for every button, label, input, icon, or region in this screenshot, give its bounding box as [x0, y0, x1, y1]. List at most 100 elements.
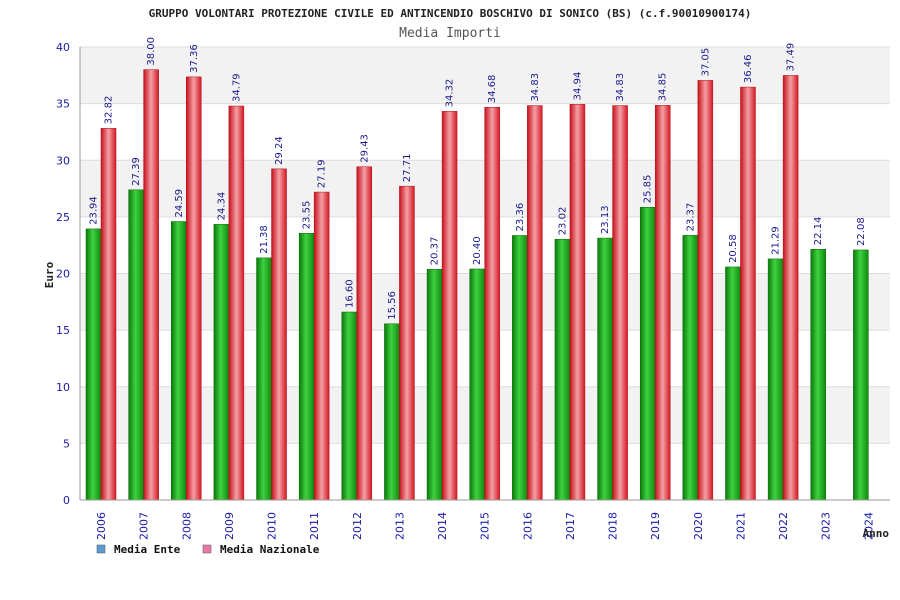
- x-tick-label-2021: 2021: [734, 512, 747, 540]
- bar-media-ente-2018: [597, 237, 613, 501]
- x-tick-label-2015: 2015: [479, 512, 492, 540]
- bar-media-nazionale-2014: [441, 111, 458, 501]
- bar-media-nazionale-2022: [782, 75, 799, 501]
- value-label-media-nazionale-2012: 29.43: [359, 134, 370, 163]
- legend-label-media-ente: Media Ente: [114, 543, 181, 556]
- x-tick-label-2023: 2023: [820, 512, 833, 540]
- bar-media-ente-2008: [171, 221, 187, 501]
- chart-subtitle: Media Importi: [399, 26, 501, 41]
- bar-media-nazionale-2019: [654, 105, 671, 501]
- bar-media-nazionale-2007: [143, 69, 159, 501]
- value-label-media-nazionale-2006: 32.82: [104, 96, 115, 125]
- bar-media-ente-2006: [85, 228, 102, 501]
- bar-media-ente-2020: [682, 235, 699, 501]
- value-label-media-nazionale-2014: 34.32: [445, 79, 456, 108]
- x-tick-label-2013: 2013: [393, 512, 406, 540]
- bar-media-ente-2019: [639, 206, 656, 501]
- value-label-media-nazionale-2011: 27.19: [317, 159, 328, 188]
- bar-media-ente-2012: [341, 311, 358, 501]
- chart-title: GRUPPO VOLONTARI PROTEZIONE CIVILE ED AN…: [149, 7, 752, 20]
- bar-media-nazionale-2013: [399, 185, 415, 501]
- value-label-media-ente-2009: 24.34: [216, 192, 227, 221]
- bar-media-nazionale-2018: [612, 105, 628, 501]
- value-label-media-nazionale-2019: 34.85: [658, 73, 669, 102]
- bar-media-ente-2022: [767, 258, 784, 501]
- bar-media-nazionale-2021: [740, 86, 756, 501]
- value-label-media-nazionale-2021: 36.46: [743, 54, 754, 83]
- value-label-media-ente-2024: 22.08: [856, 217, 867, 246]
- x-tick-label-2006: 2006: [95, 512, 108, 540]
- bar-media-ente-2013: [384, 323, 400, 501]
- value-label-media-ente-2011: 23.55: [302, 201, 313, 230]
- x-tick-label-2016: 2016: [521, 512, 534, 540]
- value-label-media-ente-2021: 20.58: [728, 234, 739, 263]
- bar-media-nazionale-2009: [228, 105, 245, 501]
- bar-media-nazionale-2020: [697, 80, 714, 501]
- value-label-media-nazionale-2010: 29.24: [274, 136, 285, 165]
- value-label-media-nazionale-2018: 34.83: [615, 73, 626, 102]
- x-axis-ticks: 2006 2007 2008 2009 2010 2011 2012 2013 2014 2015…: [95, 512, 875, 540]
- x-tick-label-2014: 2014: [436, 512, 449, 540]
- y-axis-label: Euro: [43, 261, 56, 288]
- bar-media-ente-2010: [256, 257, 272, 501]
- x-tick-label-2018: 2018: [607, 512, 620, 540]
- bar-media-nazionale-2012: [356, 166, 373, 501]
- value-label-media-ente-2013: 15.56: [387, 291, 398, 320]
- x-tick-label-2024: 2024: [862, 512, 875, 540]
- x-tick-label-2011: 2011: [308, 512, 321, 540]
- legend: Media Ente Media Nazionale: [96, 543, 320, 556]
- y-axis-ticks: 0 5 10 15 20 25 30 35 40: [56, 41, 70, 507]
- value-label-media-nazionale-2022: 37.49: [786, 43, 797, 72]
- value-label-media-nazionale-2016: 34.83: [530, 73, 541, 102]
- value-label-media-ente-2020: 23.37: [685, 203, 696, 232]
- x-tick-label-2009: 2009: [223, 512, 236, 540]
- bar-media-ente-2023: [810, 249, 826, 501]
- bar-media-nazionale-2011: [313, 191, 330, 501]
- value-label-media-nazionale-2009: 34.79: [231, 73, 242, 102]
- value-label-media-ente-2006: 23.94: [89, 196, 100, 225]
- value-label-media-ente-2017: 23.02: [557, 207, 568, 236]
- bar-media-ente-2007: [128, 189, 144, 501]
- x-tick-label-2022: 2022: [777, 512, 790, 540]
- y-tick-label: 40: [56, 41, 70, 54]
- x-tick-label-2008: 2008: [180, 512, 193, 540]
- value-label-media-nazionale-2020: 37.05: [700, 48, 711, 77]
- x-tick-label-2019: 2019: [649, 512, 662, 540]
- value-label-media-nazionale-2008: 37.36: [189, 44, 200, 73]
- bar-media-ente-2016: [512, 235, 528, 501]
- value-label-media-ente-2022: 21.29: [771, 226, 782, 255]
- y-tick-label: 35: [56, 98, 70, 111]
- value-label-media-nazionale-2007: 38.00: [146, 37, 157, 66]
- value-label-media-nazionale-2015: 34.68: [487, 75, 498, 104]
- x-tick-label-2010: 2010: [266, 512, 279, 540]
- x-tick-label-2007: 2007: [138, 512, 151, 540]
- bar-media-nazionale-2008: [186, 76, 202, 501]
- bar-media-ente-2021: [725, 266, 741, 501]
- value-label-media-ente-2016: 23.36: [515, 203, 526, 232]
- y-tick-label: 25: [56, 211, 70, 224]
- legend-swatch-media-ente: [96, 544, 106, 554]
- value-label-media-nazionale-2013: 27.71: [402, 154, 413, 183]
- bar-media-nazionale-2016: [527, 105, 543, 501]
- x-tick-label-2017: 2017: [564, 512, 577, 540]
- x-axis-label: Anno: [863, 527, 890, 540]
- bar-media-ente-2017: [554, 239, 571, 501]
- value-label-media-ente-2010: 21.38: [259, 225, 270, 254]
- bar-media-ente-2024: [853, 249, 869, 501]
- value-label-media-ente-2015: 20.40: [472, 236, 483, 265]
- value-label-media-ente-2012: 16.60: [344, 279, 355, 308]
- value-label-media-ente-2018: 23.13: [600, 205, 611, 234]
- y-tick-label: 0: [63, 494, 70, 507]
- legend-swatch-media-nazionale: [202, 544, 212, 554]
- y-tick-label: 15: [56, 324, 70, 337]
- value-labels: 23.94 32.82 27.39 38.00 24.59 37.36 24.34 34.79…: [89, 37, 867, 320]
- bar-media-nazionale-2015: [484, 106, 500, 501]
- legend-label-media-nazionale: Media Nazionale: [220, 543, 320, 556]
- value-label-media-ente-2019: 25.85: [643, 175, 654, 204]
- value-label-media-nazionale-2017: 34.94: [572, 72, 583, 101]
- bar-media-nazionale-2006: [100, 128, 117, 501]
- y-tick-label: 20: [56, 268, 70, 281]
- bar-media-ente-2009: [213, 224, 230, 501]
- bar-media-ente-2011: [298, 233, 315, 501]
